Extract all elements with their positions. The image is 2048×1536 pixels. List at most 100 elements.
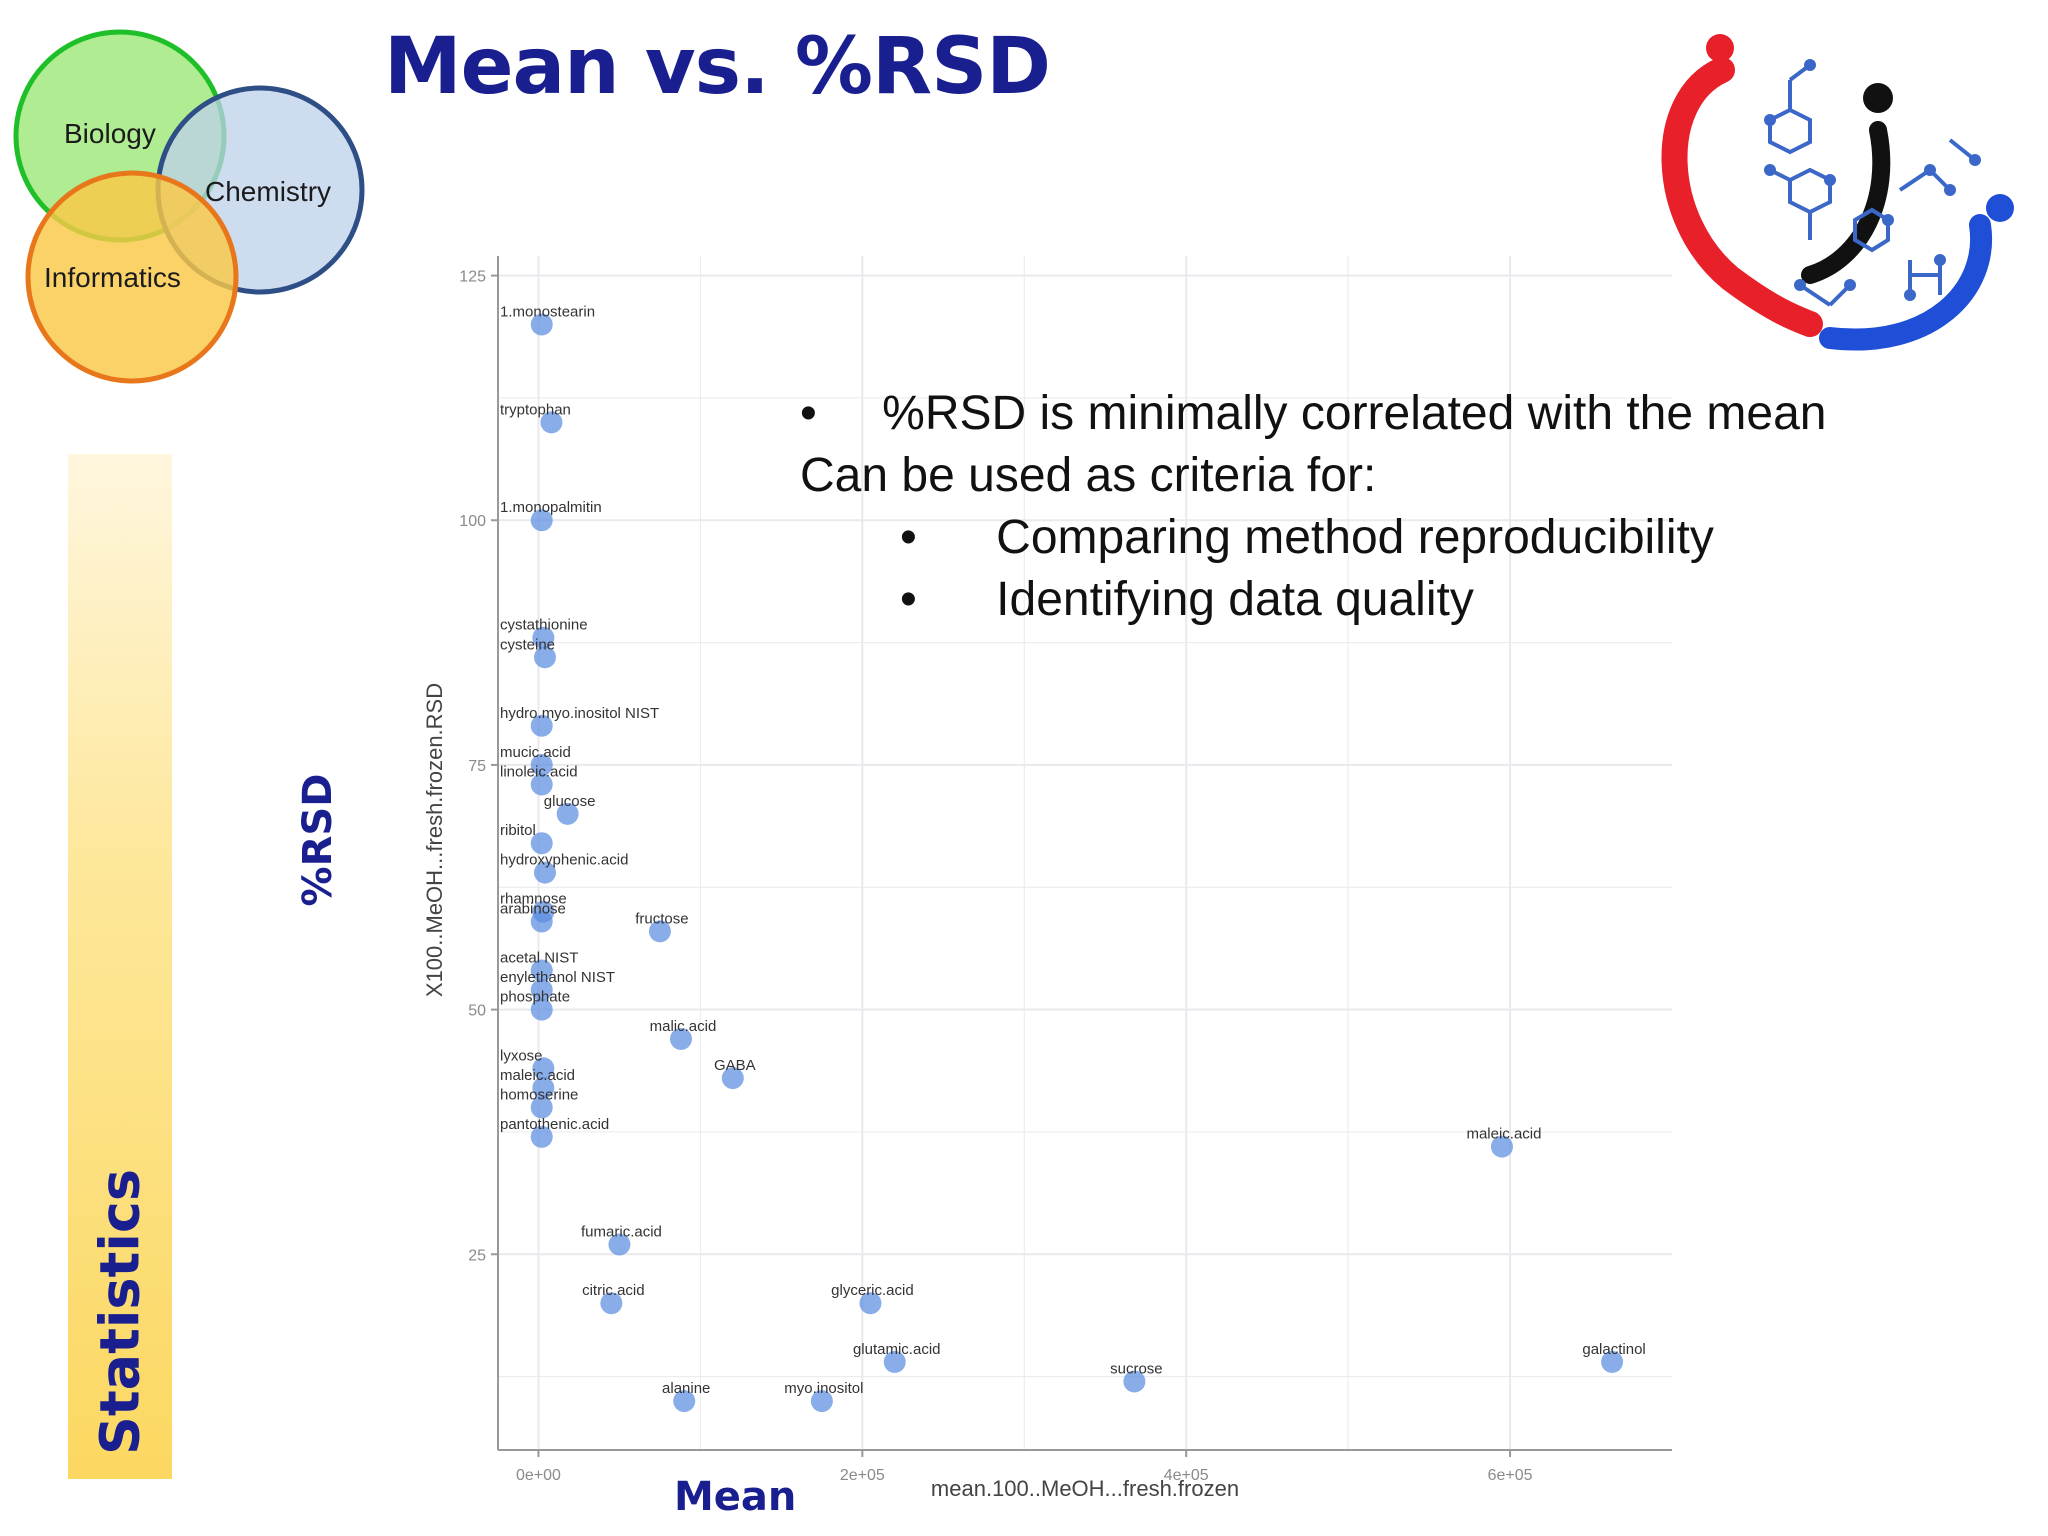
data-point-label: cystathionine [500,617,588,634]
data-point-label: hydro.myo.inositol NIST [500,705,659,722]
logo-atoms [1764,59,1981,301]
venn-label-informatics: Informatics [44,262,181,293]
y-axis-title: X100..MeOH...fresh.frozen.RSD [422,683,447,997]
data-point [530,832,553,855]
bullet-dot: • [900,573,917,626]
data-point-label: enylethanol NIST [500,969,615,986]
data-point [530,998,553,1021]
data-point-label: fumaric.acid [581,1223,662,1240]
data-point-label: galactinol [1582,1341,1645,1358]
bullet-dot: • [900,511,917,564]
data-point-label: maleic.acid [1466,1126,1541,1143]
data-point-label: cysteine [500,636,555,653]
data-point-label: rhamnose [500,891,567,908]
data-point [673,1390,696,1413]
data-point-label: mucic.acid [500,744,571,761]
data-point-label: 1.monopalmitin [500,499,602,516]
point-layer [530,313,1624,1413]
x-axis-title: mean.100..MeOH...fresh.frozen [931,1476,1239,1501]
y-tick-label: 75 [468,758,486,775]
data-point-label: phosphate [500,989,570,1006]
bullet-sub-1: • Comparing method reproducibility [900,514,1714,562]
x-tick-label: 6e+05 [1488,1467,1533,1484]
logo-black-dot [1863,83,1893,113]
data-point [540,411,563,434]
y-tick-label: 25 [468,1247,486,1264]
data-point-label: glyceric.acid [831,1282,914,1299]
data-point-label: pantothenic.acid [500,1116,609,1133]
bullet-dot: • [800,387,817,440]
data-point [648,920,671,943]
bullet-sub-1-text: Comparing method reproducibility [996,511,1714,564]
data-point [669,1027,692,1050]
data-point-label: ribitol [500,822,536,839]
bullet-sub-2: • Identifying data quality [900,576,1474,624]
data-point [530,910,553,933]
data-point-label: citric.acid [582,1282,645,1299]
data-point-label: fructose [635,910,688,927]
data-point [533,861,556,884]
logo-red-arc [1661,57,1823,337]
logo-blue-arc [1819,214,1993,351]
data-point [1490,1135,1513,1158]
data-point-label: alanine [662,1380,710,1397]
data-point [530,753,553,776]
data-point [883,1350,906,1373]
venn-circles [13,29,365,384]
data-point [810,1390,833,1413]
logo-red-dot [1706,34,1734,62]
data-point-label: glutamic.acid [853,1341,941,1358]
data-point-label: lyxose [500,1047,543,1064]
data-point [532,1057,555,1080]
data-point-label: glucose [544,793,596,810]
data-point [530,959,553,982]
mean-heading: Mean [674,1474,797,1520]
data-point-label: myo.inositol [784,1380,863,1397]
data-point-label: malic.acid [650,1018,717,1035]
y-tick-label: 100 [459,513,486,530]
bullet-lead-text: Can be used as criteria for: [800,449,1377,502]
data-point [530,979,553,1002]
data-point-label: hydroxyphenic.acid [500,852,628,869]
molecule-heart-logo [1661,34,2014,351]
bullet-main: • %RSD is minimally correlated with the … [800,390,1826,438]
axis-layer: 0e+00 2e+05 4e+05 6e+05 25 50 75 100 125 [459,256,1672,1484]
data-point [530,313,553,336]
data-point [556,802,579,825]
grid-layer [498,256,1672,1450]
data-point-label: linoleic.acid [500,763,578,780]
x-tick-label: 2e+05 [840,1467,885,1484]
label-layer: 1.monostearin tryptophan 1.monopalmitin cys… [500,304,1646,1398]
data-point [608,1233,631,1256]
data-point-label: tryptophan [500,401,571,418]
data-point [533,646,556,669]
data-point-label: maleic.acid [500,1067,575,1084]
venn-circle-informatics [25,170,239,384]
data-point [530,509,553,532]
venn-diagram: Biology Chemistry Informatics [0,0,380,400]
logo-blue-dot [1986,194,2014,222]
data-point [530,714,553,737]
data-point-label: 1.monostearin [500,304,595,321]
data-point [532,626,555,649]
data-point [530,1096,553,1119]
data-point [532,1076,555,1099]
y-tick-label: 125 [459,269,486,286]
data-point-label: homoserine [500,1086,578,1103]
data-point [530,1125,553,1148]
statistics-bar [68,454,172,1479]
x-tick-label: 4e+05 [1164,1467,1209,1484]
bullet-sub-2-text: Identifying data quality [996,573,1474,626]
logo-black-stroke [1801,121,1891,284]
slide-title: Mean vs. %RSD [384,22,1051,112]
data-point [859,1292,882,1315]
venn-label-biology: Biology [64,118,156,149]
bullet-main-text: %RSD is minimally correlated with the me… [882,387,1827,440]
data-point-label: GABA [714,1057,756,1074]
data-point [1123,1370,1146,1393]
data-point-label: sucrose [1110,1360,1163,1377]
y-tick-label: 50 [468,1003,486,1020]
data-point [600,1292,623,1315]
data-point-label: acetal NIST [500,949,578,966]
